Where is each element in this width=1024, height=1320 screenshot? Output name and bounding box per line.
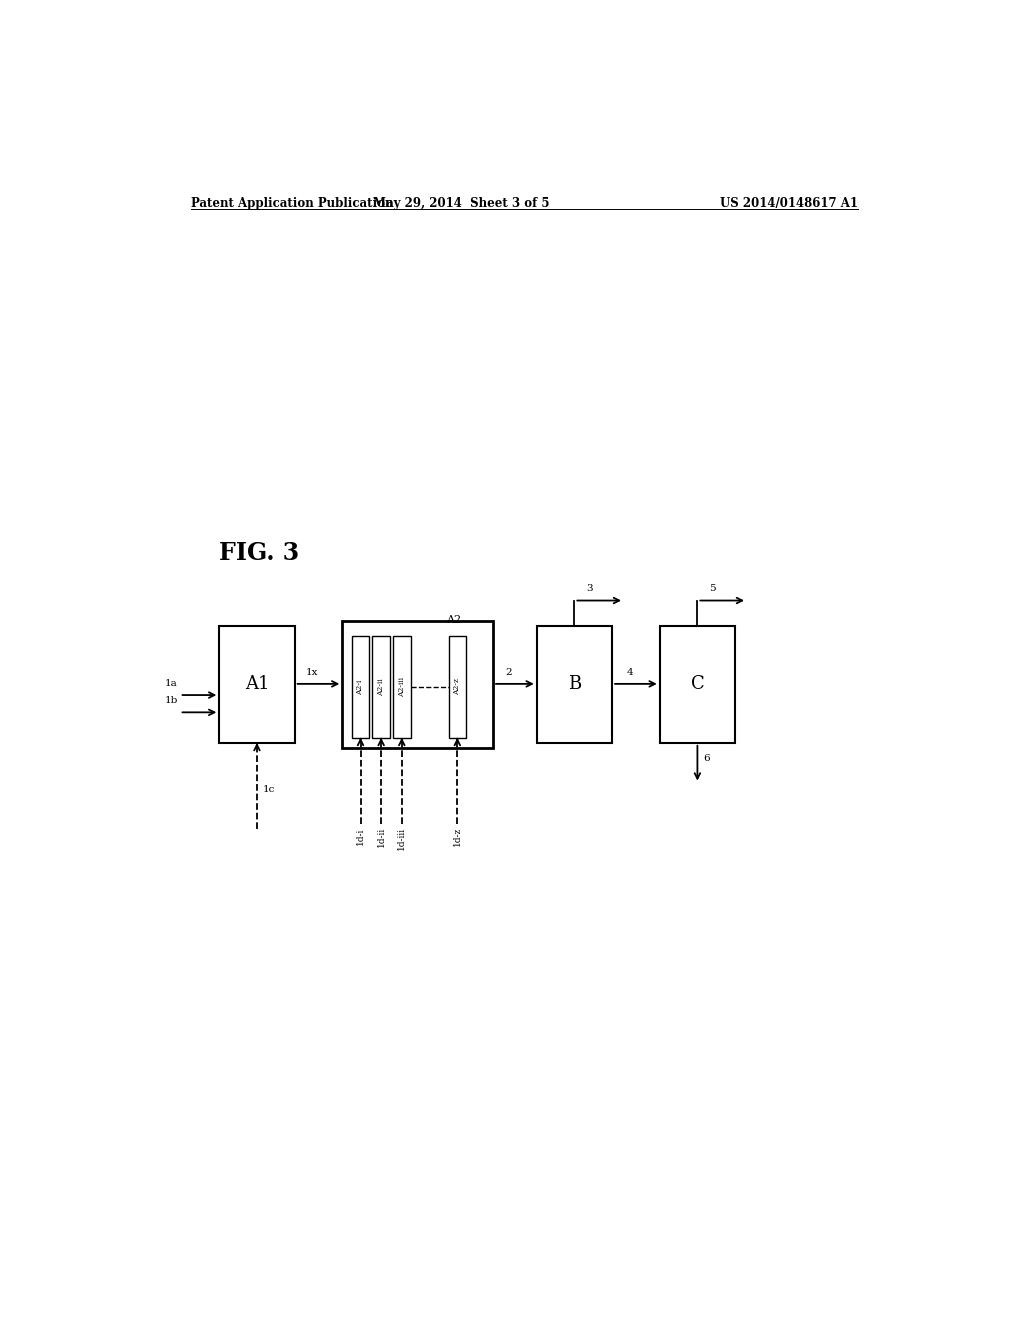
Text: 1a: 1a xyxy=(165,678,178,688)
Text: C: C xyxy=(690,676,705,693)
Text: A2-z: A2-z xyxy=(454,678,462,696)
Text: 1d-z: 1d-z xyxy=(453,828,462,846)
Bar xyxy=(342,620,494,748)
Text: 1d-ii: 1d-ii xyxy=(377,828,386,847)
Text: 1c: 1c xyxy=(263,784,275,793)
Text: 6: 6 xyxy=(703,754,710,763)
Text: A1: A1 xyxy=(245,676,269,693)
Text: A2: A2 xyxy=(445,615,461,624)
Bar xyxy=(352,636,370,738)
Bar xyxy=(393,636,411,738)
Bar xyxy=(373,636,390,738)
Text: 3: 3 xyxy=(587,585,593,594)
Text: 1b: 1b xyxy=(165,696,178,705)
Text: A2-i: A2-i xyxy=(356,680,365,694)
Text: 4: 4 xyxy=(627,668,633,677)
Bar xyxy=(659,626,735,743)
Text: A2-ii: A2-ii xyxy=(377,678,385,696)
Text: Patent Application Publication: Patent Application Publication xyxy=(191,197,394,210)
Bar xyxy=(449,636,466,738)
Text: 1d-iii: 1d-iii xyxy=(397,828,407,850)
Text: May 29, 2014  Sheet 3 of 5: May 29, 2014 Sheet 3 of 5 xyxy=(373,197,550,210)
Text: B: B xyxy=(567,676,581,693)
Bar xyxy=(537,626,612,743)
Text: US 2014/0148617 A1: US 2014/0148617 A1 xyxy=(720,197,858,210)
Bar xyxy=(219,626,295,743)
Text: A2-iii: A2-iii xyxy=(397,677,406,697)
Text: FIG. 3: FIG. 3 xyxy=(219,541,299,565)
Text: 1x: 1x xyxy=(306,668,318,677)
Text: 2: 2 xyxy=(506,668,512,677)
Text: 1d-i: 1d-i xyxy=(356,828,365,845)
Text: 5: 5 xyxy=(709,585,716,594)
